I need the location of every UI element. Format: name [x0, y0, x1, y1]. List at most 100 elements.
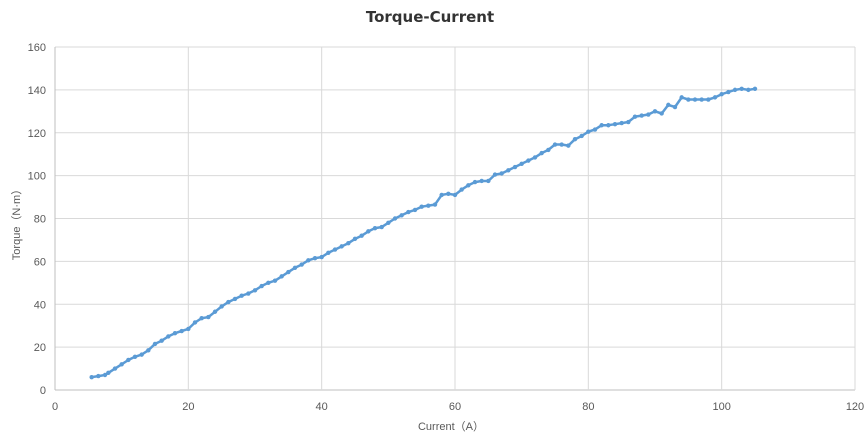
data-point [612, 121, 618, 127]
data-point [392, 216, 398, 221]
data-point [552, 142, 558, 147]
data-point [179, 328, 184, 334]
data-point [439, 192, 444, 198]
data-point [319, 254, 324, 260]
data-point [89, 374, 94, 380]
data-point [712, 95, 718, 100]
data-point [352, 236, 358, 242]
data-point [432, 202, 438, 207]
data-point [706, 97, 711, 102]
data-point [346, 240, 351, 246]
data-point [632, 114, 638, 119]
data-point [139, 352, 144, 357]
data-point [479, 178, 484, 184]
x-tick-label: 40 [316, 401, 328, 413]
data-series [89, 86, 758, 380]
y-axis-label: Torque（N·m） [10, 184, 23, 260]
data-point [459, 187, 464, 192]
data-point [619, 120, 624, 126]
data-point [226, 299, 231, 305]
data-point [132, 354, 138, 359]
data-point [659, 111, 664, 116]
y-tick-label: 160 [28, 42, 46, 54]
data-point [379, 224, 384, 230]
data-point [519, 161, 524, 167]
data-point [686, 97, 691, 102]
y-tick-label: 0 [40, 385, 46, 397]
y-axis-ticks: 0 20 40 60 80 100 120 140 160 [28, 42, 46, 397]
data-point [359, 233, 364, 238]
x-axis-ticks: 0 20 40 60 80 100 120 [52, 401, 864, 413]
x-tick-label: 20 [182, 401, 194, 413]
data-point [152, 341, 158, 347]
y-tick-label: 140 [28, 85, 46, 97]
data-point [279, 274, 284, 279]
data-point [606, 123, 611, 128]
x-axis-label: Current（A） [418, 420, 484, 433]
y-tick-label: 100 [28, 171, 46, 183]
data-point [412, 207, 418, 213]
data-point [492, 172, 498, 177]
x-tick-label: 60 [449, 401, 461, 413]
data-point [102, 372, 108, 378]
x-tick-label: 80 [582, 401, 594, 413]
data-point [332, 247, 338, 252]
data-point [532, 155, 538, 160]
data-point [699, 97, 704, 102]
series-0 [89, 86, 758, 380]
data-point [292, 265, 298, 271]
data-point [572, 136, 578, 142]
data-point [186, 326, 191, 332]
data-point [486, 178, 491, 184]
data-point [206, 314, 211, 320]
data-point [259, 283, 264, 289]
chart-title: Torque-Current [366, 8, 494, 26]
data-point [726, 89, 731, 95]
data-point [372, 225, 378, 231]
data-point [312, 255, 318, 261]
data-point [212, 309, 218, 314]
data-point [599, 123, 604, 128]
data-point [219, 304, 224, 309]
x-tick-label: 0 [52, 401, 58, 413]
data-point [126, 357, 131, 363]
data-point [406, 209, 411, 215]
data-point [579, 133, 584, 139]
data-point [512, 164, 518, 170]
data-point [106, 370, 111, 376]
data-point [239, 293, 244, 298]
data-point [739, 86, 744, 92]
data-point [172, 330, 178, 336]
data-point [299, 262, 304, 267]
data-point [146, 348, 151, 353]
y-tick-label: 40 [34, 299, 46, 311]
y-tick-label: 60 [34, 256, 46, 268]
data-point [586, 129, 591, 134]
series-trace [90, 87, 757, 379]
data-point [539, 150, 544, 156]
data-point [546, 147, 551, 153]
data-point [592, 127, 598, 132]
data-point [752, 86, 758, 92]
data-point [232, 296, 238, 302]
data-point [199, 315, 204, 321]
data-point [566, 143, 571, 148]
data-point [626, 119, 631, 125]
data-point [646, 112, 651, 117]
data-point [679, 95, 684, 100]
x-tick-label: 100 [712, 401, 730, 413]
data-point [326, 250, 331, 255]
data-point [339, 244, 344, 249]
data-point [166, 334, 171, 339]
data-point [112, 366, 118, 371]
grid [54, 46, 856, 391]
data-point [672, 104, 678, 110]
data-point [426, 203, 431, 208]
data-point [446, 191, 451, 197]
data-point [266, 280, 271, 286]
data-point [639, 113, 644, 118]
data-point [559, 142, 564, 147]
data-point [399, 213, 404, 218]
data-point [159, 338, 164, 343]
data-point [246, 291, 251, 296]
